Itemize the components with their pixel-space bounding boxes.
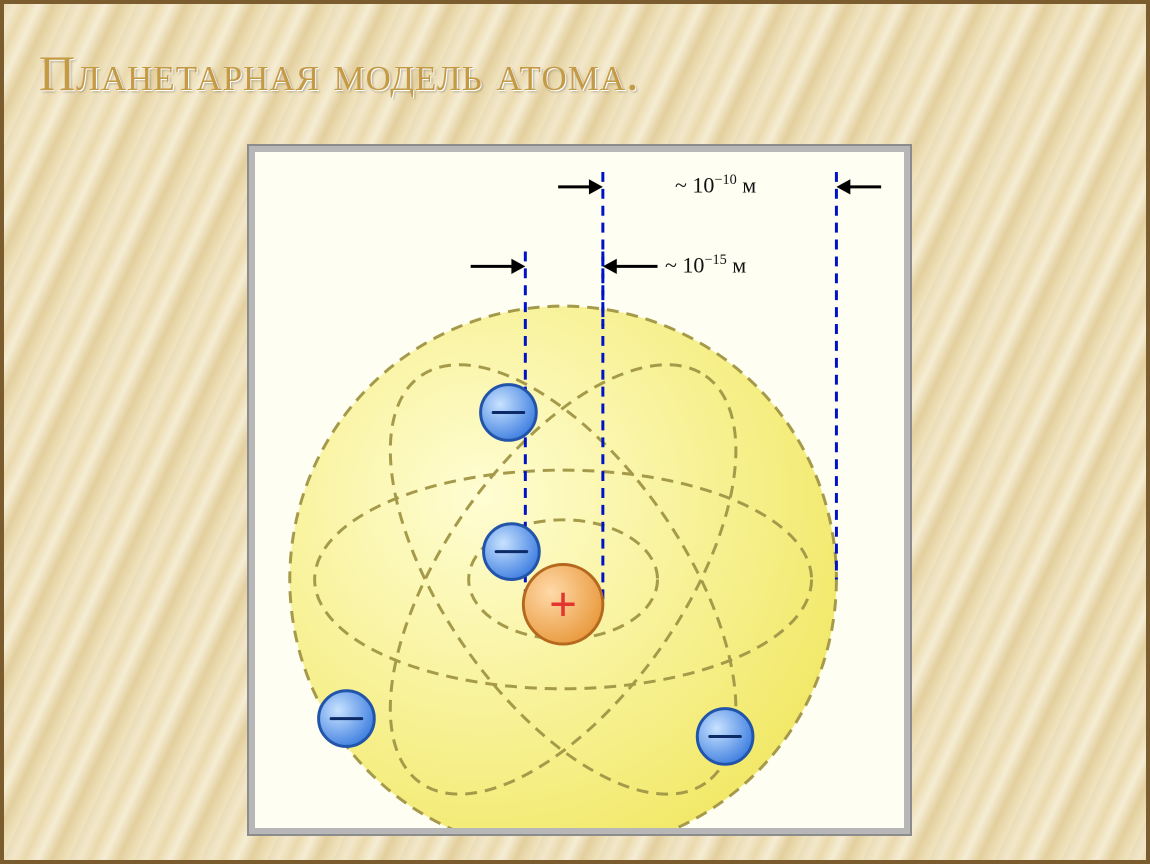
- plus-icon: +: [549, 577, 577, 632]
- arrow-head: [589, 179, 603, 194]
- slide-title: Планетарная модель атома.: [4, 4, 1146, 112]
- arrow-head: [836, 179, 850, 194]
- arrow-head: [603, 259, 617, 274]
- figure-canvas: + ~ 10−10 м ~ 10−15 м: [255, 152, 904, 828]
- dimension-label-atom: ~ 10−10 м: [675, 172, 756, 198]
- figure-frame: + ~ 10−10 м ~ 10−15 м: [247, 144, 912, 836]
- atom-diagram: +: [255, 152, 904, 828]
- arrow-head: [511, 259, 525, 274]
- slide: Планетарная модель атома. + ~ 10−10 м ~ …: [0, 0, 1150, 864]
- dimension-label-nucleus: ~ 10−15 м: [665, 252, 746, 278]
